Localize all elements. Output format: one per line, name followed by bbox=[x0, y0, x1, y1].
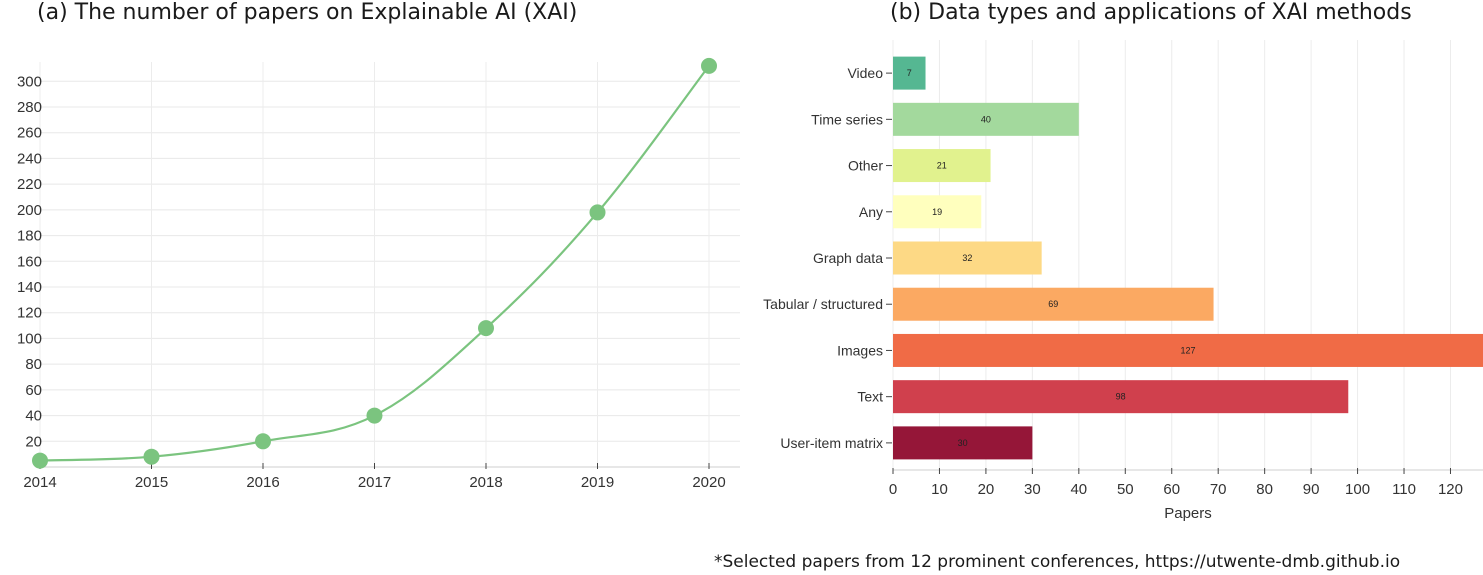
bar-value-label: 19 bbox=[932, 207, 942, 217]
x-tick-label: 2015 bbox=[135, 474, 168, 491]
data-point bbox=[366, 407, 383, 424]
bar bbox=[893, 102, 1079, 136]
y-tick-label: 240 bbox=[17, 150, 42, 167]
y-tick-label: 100 bbox=[17, 330, 42, 347]
x-tick-label: 30 bbox=[1024, 481, 1041, 498]
category-label: Any bbox=[859, 204, 883, 220]
x-tick-label: 2017 bbox=[358, 474, 391, 491]
category-label: Graph data bbox=[813, 250, 883, 266]
x-tick-label: 70 bbox=[1210, 481, 1227, 498]
bar-value-label: 40 bbox=[981, 114, 991, 124]
y-tick-label: 200 bbox=[17, 202, 42, 219]
data-point bbox=[701, 57, 717, 74]
x-tick-label: 120 bbox=[1438, 481, 1463, 498]
y-tick-label: 120 bbox=[17, 305, 42, 322]
category-label: Text bbox=[857, 389, 883, 405]
data-point bbox=[143, 448, 160, 465]
category-label: User-item matrix bbox=[780, 435, 883, 451]
x-tick-label: 20 bbox=[978, 481, 995, 498]
data-point bbox=[589, 204, 606, 221]
y-tick-label: 300 bbox=[17, 73, 42, 90]
chart-b-title: (b) Data types and applications of XAI m… bbox=[890, 0, 1412, 25]
y-tick-label: 80 bbox=[25, 356, 42, 373]
line-chart: 20 40 60 80 100 120 140 160 180 200 220 240 260 280 30… bbox=[17, 57, 740, 491]
data-point bbox=[32, 452, 48, 469]
y-tick-label: 60 bbox=[25, 382, 42, 399]
bar-value-label: 69 bbox=[1048, 299, 1058, 309]
bar bbox=[893, 56, 926, 90]
y-tick-label: 180 bbox=[17, 228, 42, 245]
x-tick-label: 90 bbox=[1303, 481, 1320, 498]
bar-value-label: 98 bbox=[1116, 392, 1126, 402]
bar bbox=[893, 333, 1483, 367]
x-tick-label: 80 bbox=[1256, 481, 1273, 498]
x-tick-label: 2020 bbox=[692, 474, 725, 491]
data-point bbox=[255, 433, 271, 450]
category-label: Images bbox=[837, 342, 883, 358]
y-tick-label: 280 bbox=[17, 99, 42, 116]
x-tick-label: 40 bbox=[1070, 481, 1087, 498]
x-tick-label: 2016 bbox=[246, 474, 279, 491]
x-tick-label: 60 bbox=[1163, 481, 1180, 498]
chart-a-title: (a) The number of papers on Explainable … bbox=[37, 0, 578, 25]
bar-value-label: 127 bbox=[1180, 345, 1195, 355]
bar-value-label: 21 bbox=[937, 161, 947, 171]
category-label: Time series bbox=[811, 111, 883, 127]
bar-chart: Video 7 Time series 40 Other 21 Any 19 Graph dat… bbox=[763, 40, 1483, 522]
x-tick-label: 10 bbox=[931, 481, 948, 498]
footnote: *Selected papers from 12 prominent confe… bbox=[714, 552, 1401, 572]
bar bbox=[893, 195, 982, 229]
bar bbox=[893, 426, 1033, 460]
y-tick-label: 260 bbox=[17, 125, 42, 142]
category-label: Tabular / structured bbox=[763, 296, 883, 312]
x-tick-label: 2018 bbox=[469, 474, 502, 491]
y-tick-label: 140 bbox=[17, 279, 42, 296]
x-tick-label: 100 bbox=[1345, 481, 1370, 498]
x-tick-label: 2019 bbox=[581, 474, 614, 491]
bar-value-label: 30 bbox=[958, 438, 968, 448]
bar bbox=[893, 149, 991, 183]
x-tick-label: 110 bbox=[1392, 481, 1416, 498]
bar bbox=[893, 241, 1042, 275]
x-tick-label: 2014 bbox=[23, 474, 56, 491]
bar bbox=[893, 380, 1349, 414]
x-axis-label: Papers bbox=[1164, 505, 1212, 522]
category-label: Video bbox=[847, 65, 883, 81]
y-tick-label: 160 bbox=[17, 253, 42, 270]
category-label: Other bbox=[848, 158, 883, 174]
bar-value-label: 7 bbox=[907, 68, 912, 78]
y-tick-label: 40 bbox=[25, 408, 42, 425]
x-tick-label: 50 bbox=[1117, 481, 1134, 498]
x-tick-label: 0 bbox=[889, 481, 897, 498]
bar bbox=[893, 287, 1214, 321]
data-point bbox=[478, 320, 494, 337]
y-tick-label: 220 bbox=[17, 176, 42, 193]
bar-value-label: 32 bbox=[962, 253, 972, 263]
y-tick-label: 20 bbox=[25, 433, 42, 450]
